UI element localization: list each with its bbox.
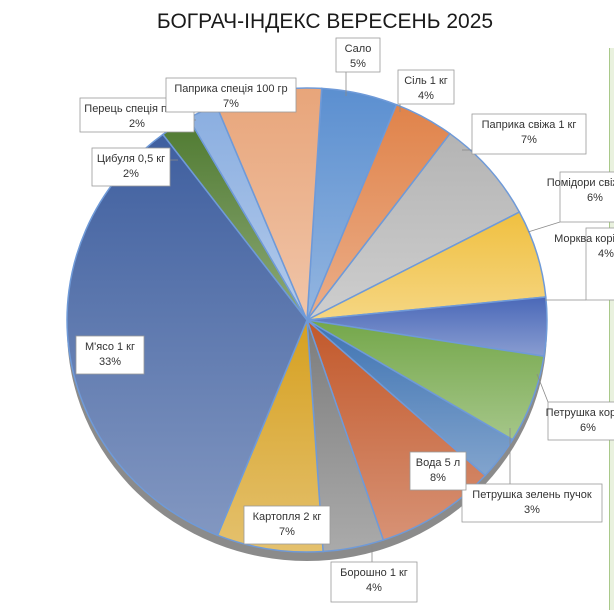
slice-label-name: Картопля 2 кг bbox=[253, 511, 322, 523]
slice-label-name: Борошно 1 кг bbox=[340, 567, 408, 579]
slice-label-name: Морква корінь пучок bbox=[554, 233, 614, 245]
label-box bbox=[75, 335, 145, 375]
slice-label-percent: 8% bbox=[430, 472, 446, 484]
leader-lines bbox=[170, 72, 586, 562]
label-box bbox=[461, 483, 603, 523]
slice-label-name: Помідори свіжі 1 кг bbox=[547, 177, 614, 189]
slice-label: Петрушка корінь 6% bbox=[546, 401, 614, 441]
slice-label-percent: 4% bbox=[598, 248, 614, 260]
slice-label-name: Паприка спеція 100 гр bbox=[174, 83, 287, 95]
slice-label-name: Сіль 1 кг bbox=[404, 75, 448, 87]
slice-label: Борошно 1 кг 4% bbox=[330, 561, 418, 603]
label-box bbox=[91, 147, 171, 187]
adjacent-panel-edge bbox=[609, 48, 614, 610]
slice-label: Помідори свіжі 1 кг 6% bbox=[547, 171, 614, 223]
slice-label-name: Петрушка зелень пучок bbox=[472, 489, 592, 501]
slice-label-percent: 6% bbox=[580, 422, 596, 434]
slice-label-percent: 2% bbox=[129, 118, 145, 130]
slice-label-percent: 2% bbox=[123, 168, 139, 180]
label-box bbox=[559, 171, 614, 223]
slice-label-percent: 33% bbox=[99, 356, 121, 368]
slice-label-name: Петрушка корінь bbox=[546, 407, 614, 419]
slice-label: Картопля 2 кг 7% bbox=[243, 505, 331, 545]
label-box bbox=[243, 505, 331, 545]
label-box bbox=[547, 401, 614, 441]
slice-label: Петрушка зелень пучок 3% bbox=[461, 483, 603, 523]
pie-slice bbox=[306, 132, 521, 321]
label-box bbox=[165, 77, 297, 113]
slice-label-percent: 4% bbox=[366, 582, 382, 594]
chart-title: БОГРАЧ-ІНДЕКС ВЕРЕСЕНЬ 2025 bbox=[156, 10, 494, 33]
slice-label-name: Цибуля 0,5 кг bbox=[97, 153, 165, 165]
leader-line bbox=[527, 221, 561, 233]
slice-label-name: Вода 5 л bbox=[416, 457, 460, 469]
slice-label-percent: 6% bbox=[587, 192, 603, 204]
slices-layer bbox=[66, 87, 548, 561]
pie-slice bbox=[216, 319, 324, 553]
slice-label-name: Сало bbox=[345, 43, 372, 55]
label-box bbox=[409, 451, 467, 491]
data-labels: Сало 5% Сіль 1 кг 4% Паприка свіжа 1 кг 7% Пом… bbox=[75, 37, 614, 603]
slice-label: Вода 5 л 8% bbox=[409, 451, 467, 491]
slice-label-percent: 7% bbox=[223, 98, 239, 110]
label-box bbox=[471, 113, 587, 155]
slice-label: Сіль 1 кг 4% bbox=[397, 69, 455, 105]
slice-label-name: Перець спеція пачка bbox=[84, 103, 190, 115]
label-box bbox=[335, 37, 381, 73]
leader-line bbox=[536, 373, 549, 403]
slice-label-percent: 5% bbox=[350, 58, 366, 70]
label-box bbox=[585, 227, 614, 301]
label-box bbox=[330, 561, 418, 603]
slice-label-name: М'ясо 1 кг bbox=[85, 341, 135, 353]
slice-label: М'ясо 1 кг 33% bbox=[75, 335, 145, 375]
slice-label-percent: 4% bbox=[418, 90, 434, 102]
slice-label-percent: 7% bbox=[279, 526, 295, 538]
label-box bbox=[397, 69, 455, 105]
slice-label-percent: 3% bbox=[524, 504, 540, 516]
slice-label-name: Паприка свіжа 1 кг bbox=[482, 119, 577, 131]
slice-label: Сало 5% bbox=[335, 37, 381, 73]
slice-label: Паприка спеція 100 гр 7% bbox=[165, 77, 297, 113]
slice-label: Цибуля 0,5 кг 2% bbox=[91, 147, 171, 187]
slice-label: Паприка свіжа 1 кг 7% bbox=[471, 113, 587, 155]
slice-label-percent: 7% bbox=[521, 134, 537, 146]
slice-label: Морква корінь пучок 4% bbox=[554, 227, 614, 301]
